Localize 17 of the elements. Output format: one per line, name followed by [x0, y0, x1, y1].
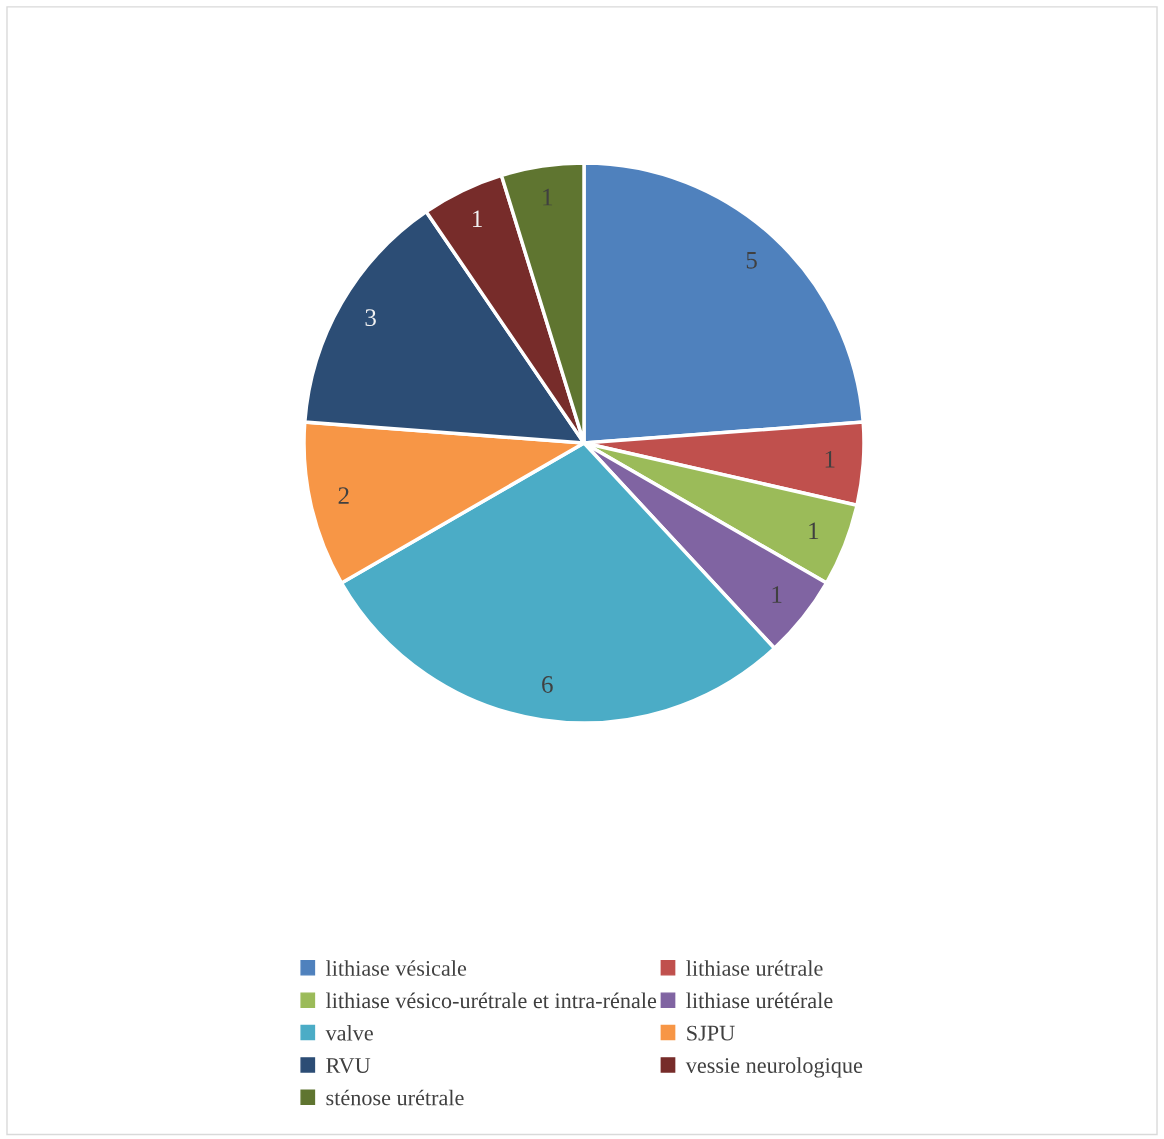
- legend-label: lithiase urétérale: [686, 992, 833, 1009]
- legend-label: valve: [325, 1024, 373, 1041]
- legend-label: lithiase vésicale: [326, 960, 467, 976]
- data-label: 3: [365, 309, 376, 327]
- data-label: 1: [473, 210, 482, 228]
- legend-label: lithiase urétrale: [686, 960, 823, 976]
- legend-label: sténose urétrale: [326, 1089, 464, 1106]
- data-label: 5: [746, 252, 757, 269]
- data-label: 1: [825, 450, 835, 468]
- data-label: 2: [338, 487, 349, 504]
- legend-label: SJPU: [687, 1025, 735, 1041]
- data-label: 6: [542, 676, 553, 693]
- legend-label: RVU: [326, 1058, 371, 1074]
- legend-label: lithiase vésico-urétrale et intra-rénale: [326, 992, 657, 1009]
- data-label: 1: [809, 522, 819, 540]
- legend-label: vessie neurologique: [685, 1057, 863, 1078]
- data-label: 1: [772, 586, 782, 603]
